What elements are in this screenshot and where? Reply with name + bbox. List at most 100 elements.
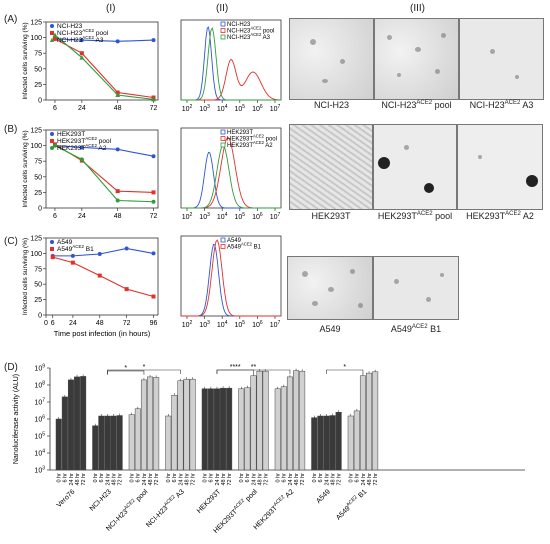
data-point (97, 252, 102, 257)
x-axis-label: Time post infection (in hours) (54, 329, 151, 338)
legend-label: NCI-H23ACE2 A3 (227, 32, 271, 41)
group-label: NCI-H23 (89, 488, 113, 512)
time-tick-label: 0 hr (57, 473, 63, 483)
histogram-curve (181, 58, 281, 101)
y-tick-label: 105 (34, 432, 45, 441)
data-point (115, 189, 120, 194)
time-tick-label: 6 hr (282, 473, 288, 483)
data-point (151, 96, 156, 102)
time-tick-label: 24 hr (69, 473, 75, 486)
time-tick-label: 48 hr (148, 473, 154, 486)
time-tick-label: 6 hr (136, 473, 142, 483)
time-tick-label: 24 hr (215, 473, 221, 486)
micrograph-caption-a2: NCI-H23ACE2 pool (381, 100, 452, 110)
x-tick-label: 104 (217, 104, 228, 113)
plot-frame (45, 129, 159, 209)
bar (140, 379, 147, 471)
panel-label-d: (D) (4, 362, 18, 373)
bar (128, 414, 135, 471)
data-point (97, 273, 102, 278)
significance-label: * (143, 364, 146, 371)
bar (323, 415, 330, 471)
bar (262, 370, 269, 471)
bar (238, 388, 245, 471)
legend-label: HEK293TACE2 A2 (227, 140, 273, 149)
bar (134, 408, 141, 471)
legend-marker (50, 146, 54, 150)
micrograph-caption-b1: HEK293T (311, 211, 351, 221)
time-tick-label: 0 hr (349, 473, 355, 483)
x-tick-label: 102 (182, 320, 193, 329)
x-tick-label: 6 (53, 105, 57, 112)
x-tick-label: 107 (270, 104, 281, 113)
legend-label: A549 (57, 239, 73, 246)
bar (67, 379, 74, 471)
legend-label: A549ACE2 B1 (57, 244, 94, 253)
data-point (124, 287, 129, 292)
bar (177, 380, 184, 471)
legend-marker (50, 24, 54, 28)
x-tick-label: 24 (78, 105, 86, 112)
data-point (151, 251, 156, 256)
x-tick-label: 103 (199, 320, 210, 329)
y-axis-label: Nanoluciferase activity (ALU) (13, 374, 20, 464)
legend-label: HEK293T (227, 130, 253, 136)
bar (189, 378, 196, 471)
time-tick-label: 0 hr (276, 473, 282, 483)
legend-marker (50, 31, 54, 35)
histogram-curve (181, 26, 281, 101)
data-point (52, 36, 57, 41)
bar (293, 370, 300, 471)
significance-label: **** (230, 364, 241, 371)
micrograph-b2 (373, 124, 457, 210)
data-point (52, 143, 57, 148)
y-tick-label: 25 (34, 297, 42, 304)
y-tick-label: 25 (34, 82, 42, 89)
time-tick-label: 0 hr (312, 473, 318, 483)
legend-marker (220, 28, 226, 33)
bar (116, 415, 123, 471)
legend-label: NCI-H23 (227, 22, 251, 28)
bar (55, 418, 62, 471)
x-tick-label: 24 (69, 320, 77, 327)
y-tick-label: 0 (38, 313, 42, 320)
x-tick-label: 107 (270, 212, 281, 221)
bar (250, 375, 257, 471)
significance-label: * (343, 364, 346, 371)
y-tick-label: 0 (38, 98, 42, 105)
time-tick-label: 6 hr (99, 473, 105, 483)
time-tick-label: 24 hr (251, 473, 257, 486)
legend-marker (220, 237, 226, 243)
time-tick-label: 0 hr (239, 473, 245, 483)
data-point (79, 51, 84, 56)
bar (244, 387, 251, 471)
bar (372, 371, 379, 471)
legend-label: NCI-H23ACE2 pool (57, 28, 109, 37)
y-tick-label: 50 (34, 282, 42, 289)
column-header-3: (III) (410, 3, 425, 14)
y-tick-label: 106 (34, 415, 45, 424)
time-tick-label: 24 hr (105, 473, 111, 486)
panel-label-a: (A) (4, 14, 18, 25)
legend-marker (220, 34, 226, 40)
histogram-curve (181, 243, 281, 317)
time-tick-label: 48 hr (294, 473, 300, 486)
micrograph-caption-c1: A549 (319, 324, 341, 334)
legend-marker (220, 21, 226, 27)
bar (110, 415, 117, 471)
legend-label: HEK293TACE2 pool (227, 134, 277, 143)
data-point (115, 198, 120, 203)
x-tick-label: 107 (270, 320, 281, 329)
legend-label: NCI-H23 (57, 23, 83, 30)
column-header-1: (I) (106, 3, 116, 14)
significance-bracket (326, 369, 364, 374)
y-axis-label: Infected cells surviving (%) (22, 238, 29, 315)
panel-label-b: (B) (4, 124, 18, 135)
x-tick-label: 102 (182, 104, 193, 113)
x-tick-label: 72 (150, 105, 158, 112)
time-tick-label: 48 hr (367, 473, 373, 486)
y-tick-label: 108 (34, 381, 45, 390)
bar (329, 415, 336, 471)
bar (220, 387, 227, 471)
